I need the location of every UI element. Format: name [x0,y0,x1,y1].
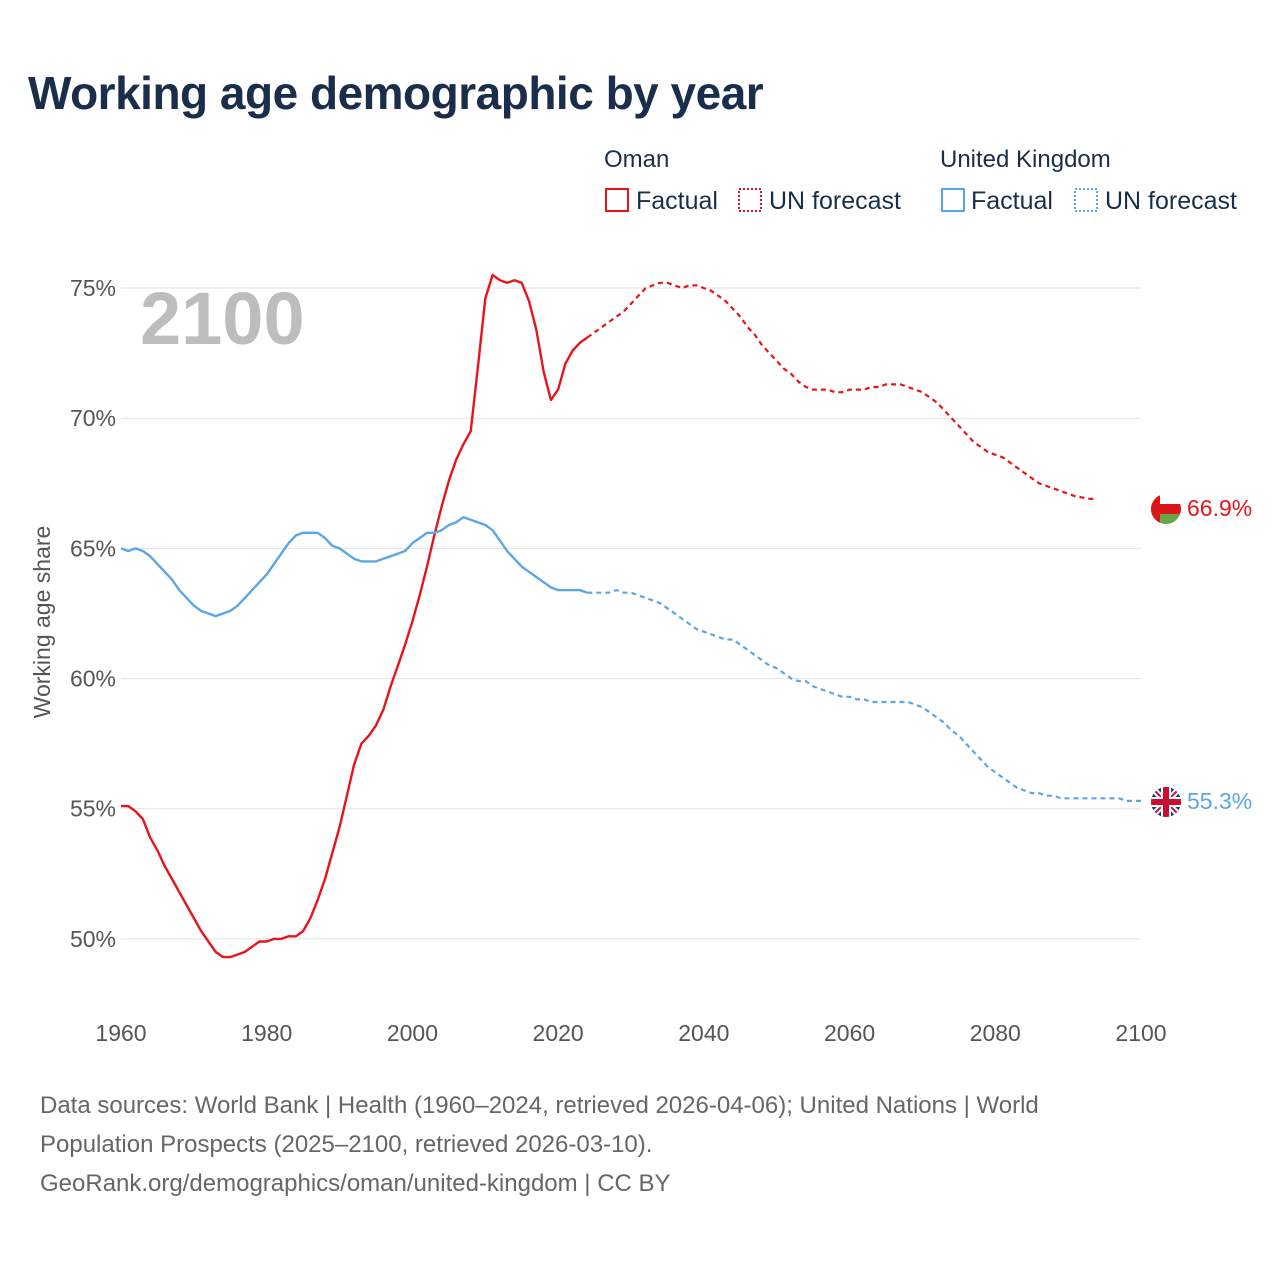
legend-oman-factual-label: Factual [636,187,718,215]
x-axis-ticks: 1960 1980 2000 2020 2040 2060 2080 2100 [95,1020,1166,1046]
footer-sources: Data sources: World Bank | Health (1960–… [40,1086,1240,1203]
legend-group-oman-title: Oman [604,146,669,173]
y-tick-label-70: 70% [70,405,116,431]
chart-svg: Oman Factual UN forecast United Kingdom … [29,146,1252,1046]
uk-flag-icon [1151,787,1181,817]
uk-factual-line [120,516,588,618]
y-tick-label-60: 60% [70,666,116,692]
x-tick-label-2000: 2000 [387,1020,438,1046]
x-tick-label-1980: 1980 [241,1020,292,1046]
y-tick-label-65: 65% [70,535,116,561]
y-tick-label-55: 55% [70,796,116,822]
footer-line-3: GeoRank.org/demographics/oman/united-kin… [40,1170,671,1197]
uk-forecast-line [587,589,1141,802]
x-tick-label-2080: 2080 [970,1020,1021,1046]
oman-factual-line [121,273,588,959]
series-lines [120,273,1141,959]
y-tick-label-50: 50% [70,926,116,952]
legend-oman-factual-swatch [605,188,629,212]
legend-uk-factual-swatch [941,188,965,212]
uk-end-marker: 55.3% [1151,787,1252,817]
gridlines [121,287,1141,940]
x-tick-label-2040: 2040 [678,1020,729,1046]
legend-group-uk-title: United Kingdom [940,146,1111,173]
footer-line-2: Population Prospects (2025–2100, retriev… [40,1131,653,1158]
legend: Oman Factual UN forecast United Kingdom … [604,146,1237,215]
legend-oman-forecast-label: UN forecast [769,187,901,215]
y-axis-ticks: 50% 55% 60% 65% 70% 75% [70,275,116,952]
oman-flag-icon [1151,494,1181,524]
legend-uk-factual-label: Factual [971,187,1053,215]
chart-title: Working age demographic by year [28,67,764,119]
x-tick-label-1960: 1960 [95,1020,146,1046]
legend-uk-forecast-swatch [1074,188,1098,212]
y-axis-title: Working age share [29,526,55,719]
oman-end-marker: 66.9% [1151,494,1252,524]
x-tick-label-2100: 2100 [1115,1020,1166,1046]
oman-forecast-line [586,281,1098,500]
legend-oman-forecast-swatch [738,188,762,212]
current-year-label: 2100 [140,277,305,360]
legend-uk-forecast-label: UN forecast [1105,187,1237,215]
footer-line-1: Data sources: World Bank | Health (1960–… [40,1092,1039,1119]
oman-end-value: 66.9% [1187,495,1252,521]
y-tick-label-75: 75% [70,275,116,301]
x-tick-label-2060: 2060 [824,1020,875,1046]
uk-end-value: 55.3% [1187,788,1252,814]
x-tick-label-2020: 2020 [533,1020,584,1046]
